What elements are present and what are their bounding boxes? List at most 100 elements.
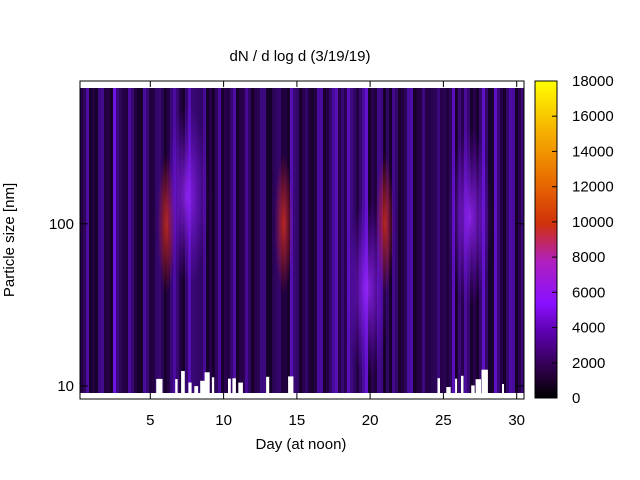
heatmap-cell (446, 88, 449, 393)
colorbar-tick-label: 18000 (572, 73, 614, 90)
heatmap-cell (305, 88, 308, 393)
gap-mark (461, 375, 464, 393)
x-axis: 5 10 15 20 25 30 (146, 81, 525, 429)
chart-title: dN / d log d (3/19/19) (230, 48, 371, 65)
heatmap-hotspot (345, 198, 390, 379)
x-tick-label: 10 (215, 412, 232, 429)
gap-mark (194, 386, 199, 393)
heatmap-cell (335, 88, 338, 393)
heatmap-cell (326, 88, 329, 393)
heatmap-cell (266, 88, 269, 393)
heatmap-cell (209, 88, 212, 393)
heatmap-cell (254, 88, 257, 393)
colorbar-tick-label: 6000 (572, 284, 605, 301)
heatmap-cell (410, 88, 413, 393)
gap-mark (446, 387, 451, 393)
heatmap-cell (521, 88, 524, 393)
heatmap-cell (206, 88, 209, 393)
heatmap-cell (110, 88, 113, 393)
heatmap-cell (272, 88, 275, 393)
colorbar-gradient (534, 80, 558, 399)
heatmap-cell (428, 88, 431, 393)
heatmap-cell (296, 88, 299, 393)
heatmap-cell (86, 88, 89, 393)
heatmap-cell (152, 88, 155, 393)
heatmap-cell (107, 88, 110, 393)
x-tick-label: 5 (146, 412, 154, 429)
heatmap-cell (311, 88, 314, 393)
heatmap-cell (218, 88, 221, 393)
colorbar-tick-label: 4000 (572, 320, 605, 337)
gap-mark (200, 380, 208, 393)
heatmap-cell (317, 88, 320, 393)
heatmap-cell (140, 88, 143, 393)
y-axis: 10 100 (49, 216, 524, 395)
x-tick-label: 30 (508, 412, 525, 429)
heatmap-cell (236, 88, 239, 393)
y-tick-label: 10 (57, 378, 74, 395)
heatmap-cell (95, 88, 98, 393)
heatmap-cell (332, 88, 335, 393)
heatmap-cell (116, 88, 119, 393)
heatmap-cell (128, 88, 131, 393)
heatmap-cell (245, 88, 248, 393)
missing-data-gaps (80, 81, 524, 399)
heatmap-cell (494, 88, 497, 393)
gap-mark (502, 384, 504, 393)
gap-mark (266, 376, 270, 393)
colorbar-tick-label: 16000 (572, 108, 614, 125)
gap-mark (238, 382, 243, 393)
heatmap-cell (221, 88, 224, 393)
gap-mark (175, 379, 178, 393)
gap-mark (232, 378, 236, 393)
heatmap-cell (239, 88, 242, 393)
x-tick-label: 20 (362, 412, 379, 429)
heatmap-cell (242, 88, 245, 393)
heatmap-cell (251, 88, 254, 393)
gap-mark (211, 377, 215, 393)
heatmap-cell (320, 88, 323, 393)
heatmap-cell (491, 88, 494, 393)
heatmap-cell (401, 88, 404, 393)
gap-mark (437, 378, 440, 393)
heatmap-cell (512, 88, 515, 393)
gap-mark (475, 379, 481, 393)
heatmap-cell (395, 88, 398, 393)
heatmap-cell (263, 88, 266, 393)
heatmap-cell (125, 88, 128, 393)
heatmap-cell (134, 88, 137, 393)
colorbar-tick-label: 10000 (572, 214, 614, 231)
heatmap-cell (233, 88, 236, 393)
heatmap-blobs (157, 105, 492, 379)
heatmap-cell (269, 88, 272, 393)
colorbar-tick-label: 2000 (572, 355, 605, 372)
x-tick-label: 15 (289, 412, 306, 429)
heatmap-cell (503, 88, 506, 393)
heatmap-cell (323, 88, 326, 393)
heatmap-cell (299, 88, 302, 393)
gap-mark (481, 369, 488, 393)
heatmap-cell (113, 88, 116, 393)
gap-mark (288, 376, 294, 393)
heatmap-cell (83, 88, 86, 393)
y-tick-label: 100 (49, 216, 74, 233)
heatmap-cell (497, 88, 500, 393)
heatmap-hotspot (165, 105, 209, 286)
heatmap-cell (443, 88, 446, 393)
gap-mark (204, 372, 210, 393)
heatmap-cell (224, 88, 227, 393)
colorbar-tick-label: 0 (572, 390, 580, 407)
heatmap-cell (500, 88, 503, 393)
heatmap-cell (101, 88, 104, 393)
heatmap-cell (416, 88, 419, 393)
heatmap-cell (104, 88, 107, 393)
colorbar-ticks: 0 2000 4000 6000 8000 10000 12000 14000 16000 180… (552, 73, 614, 407)
heatmap-cell (413, 88, 416, 393)
heatmap-cell (419, 88, 422, 393)
heatmap-cell (260, 88, 263, 393)
heatmap-cell (344, 88, 347, 393)
colorbar-tick-label: 14000 (572, 143, 614, 160)
gap-mark (188, 382, 192, 393)
plot-area (79, 80, 525, 400)
heatmap-cell (230, 88, 233, 393)
